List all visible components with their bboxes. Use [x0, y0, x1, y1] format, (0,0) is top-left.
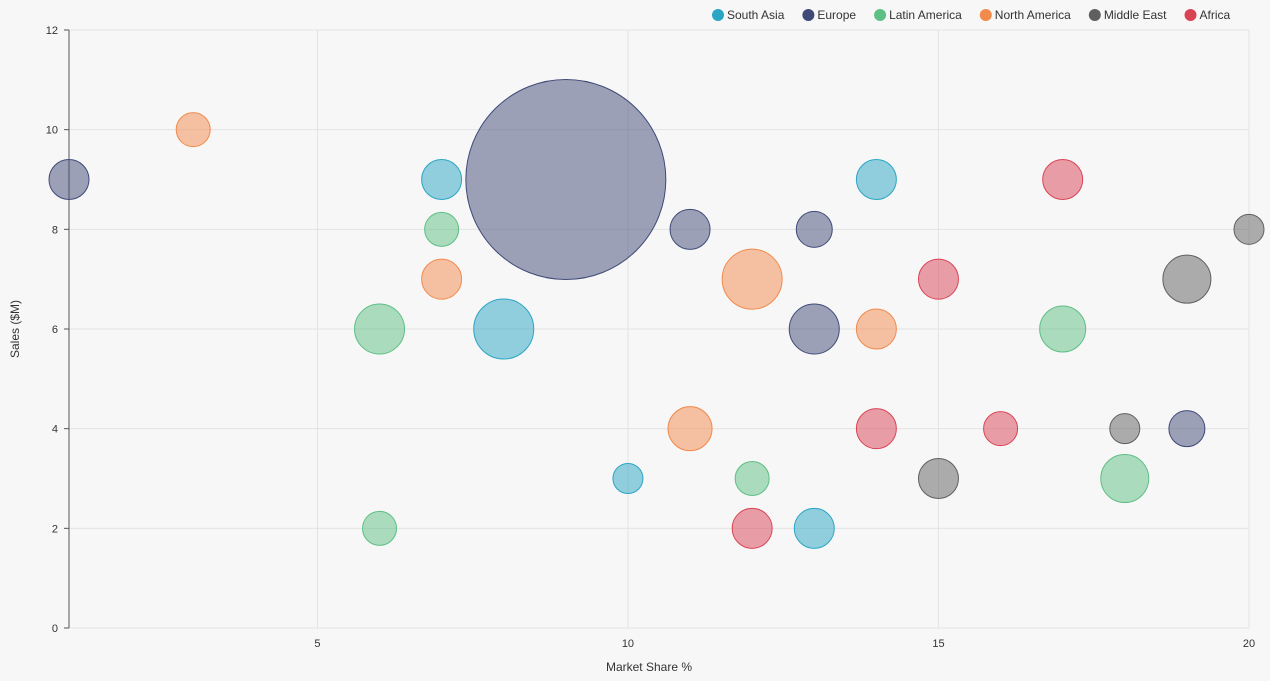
bubble-africa[interactable] — [983, 411, 1019, 447]
bubble-north-america[interactable] — [175, 112, 211, 148]
bubble-africa[interactable] — [1042, 159, 1084, 200]
x-tick-label: 5 — [314, 638, 320, 650]
bubble-middle-east[interactable] — [917, 458, 959, 499]
bubble-africa[interactable] — [731, 507, 773, 549]
bubble-europe[interactable] — [465, 79, 667, 280]
bubble-latin-america[interactable] — [1039, 305, 1087, 353]
legend-label: North America — [995, 8, 1071, 22]
x-tick-label: 20 — [1243, 638, 1255, 650]
bubble-latin-america[interactable] — [1100, 454, 1150, 503]
bubble-europe[interactable] — [669, 208, 711, 250]
bubble-middle-east[interactable] — [1162, 254, 1212, 304]
legend-item-latin-america[interactable]: Latin America — [874, 8, 962, 22]
axes: 0 2 4 6 8 10 12 5 10 15 20 — [46, 25, 1255, 650]
y-tick-label: 10 — [46, 125, 58, 137]
legend-item-middle-east[interactable]: Middle East — [1088, 8, 1167, 22]
bubble-north-america[interactable] — [721, 248, 783, 310]
bubble-middle-east[interactable] — [1233, 213, 1265, 245]
legend-marker — [802, 9, 815, 21]
legend-label: Africa — [1200, 8, 1231, 22]
y-tick-label: 0 — [52, 623, 58, 635]
bubble-europe[interactable] — [788, 303, 840, 355]
bubble-europe[interactable] — [795, 210, 833, 248]
bubble-south-asia[interactable] — [612, 463, 644, 494]
legend-marker — [979, 9, 992, 21]
legend-marker — [1184, 9, 1197, 21]
bubble-north-america[interactable] — [855, 308, 897, 350]
x-tick-label: 15 — [932, 638, 944, 650]
y-tick-label: 6 — [52, 324, 58, 336]
bubble-latin-america[interactable] — [734, 461, 770, 496]
legend-label: South Asia — [727, 8, 785, 22]
legend-marker — [874, 9, 887, 21]
bubble-latin-america[interactable] — [362, 510, 398, 546]
legend-item-north-america[interactable]: North America — [979, 8, 1071, 22]
x-tick-label: 10 — [622, 638, 634, 650]
bubble-africa[interactable] — [917, 258, 959, 300]
bubble-north-america[interactable] — [421, 258, 463, 300]
legend-label: Europe — [817, 8, 856, 22]
bubble-south-asia[interactable] — [793, 507, 835, 549]
legend-item-europe[interactable]: Europe — [802, 8, 856, 22]
bubble-europe[interactable] — [48, 159, 90, 200]
bubble-europe[interactable] — [1168, 410, 1206, 448]
bubbles — [48, 79, 1265, 549]
bubble-latin-america[interactable] — [354, 303, 406, 355]
legend-marker — [1088, 9, 1101, 21]
bubble-south-asia[interactable] — [855, 159, 897, 200]
y-axis-title: Sales ($M) — [8, 300, 22, 358]
y-tick-label: 12 — [46, 25, 58, 37]
bubble-africa[interactable] — [855, 408, 897, 450]
legend: South Asia Europe Latin America North Ameri… — [712, 8, 1231, 22]
grid — [69, 29, 1250, 629]
legend-label: Latin America — [889, 8, 962, 22]
bubble-south-asia[interactable] — [421, 159, 463, 200]
bubble-latin-america[interactable] — [424, 211, 460, 247]
x-axis-title: Market Share % — [606, 660, 692, 674]
y-tick-label: 4 — [52, 424, 58, 436]
bubble-south-asia[interactable] — [473, 298, 535, 360]
y-tick-label: 2 — [52, 523, 58, 535]
legend-marker — [712, 9, 724, 21]
bubble-middle-east[interactable] — [1109, 413, 1141, 445]
y-tick-label: 8 — [52, 224, 58, 236]
legend-item-south-asia[interactable]: South Asia — [712, 8, 785, 22]
bubble-north-america[interactable] — [667, 406, 713, 452]
legend-item-africa[interactable]: Africa — [1184, 8, 1231, 22]
legend-label: Middle East — [1104, 8, 1167, 22]
